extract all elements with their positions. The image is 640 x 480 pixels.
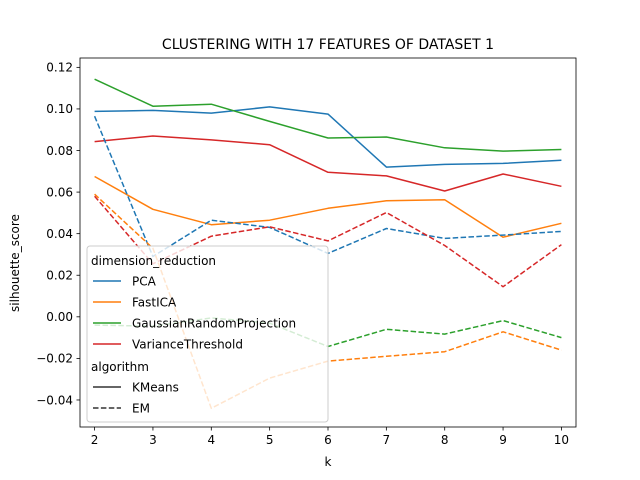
legend-box (86, 245, 329, 423)
series-line-pca-kmeans (94, 106, 562, 168)
legend-label-fastica: FastICA (132, 295, 177, 309)
x-tick-label: 3 (149, 433, 157, 447)
y-tick-label: 0.02 (46, 269, 73, 283)
x-tick-label: 5 (266, 433, 274, 447)
legend-label-em: EM (132, 401, 150, 415)
series-line-gaussianrandomprojection-kmeans (94, 78, 562, 152)
x-tick-label: 6 (324, 433, 332, 447)
legend-title-dimension-reduction: dimension_reduction (91, 254, 216, 268)
x-tick-label: 9 (499, 433, 507, 447)
legend-label-gaussianrandomprojection: GaussianRandomProjection (132, 316, 296, 330)
x-tick-label: 8 (441, 433, 449, 447)
y-tick-label: −0.04 (36, 393, 73, 407)
legend-label-kmeans: KMeans (132, 380, 179, 394)
y-tick-label: 0.06 (46, 185, 73, 199)
y-tick-label: 0.08 (46, 144, 73, 158)
x-axis-label: k (325, 455, 332, 469)
legend-label-variancethreshold: VarianceThreshold (132, 337, 243, 351)
series-line-fastica-kmeans (94, 175, 562, 238)
y-tick-label: 0.12 (46, 61, 73, 75)
y-tick-label: −0.02 (36, 352, 73, 366)
chart-title: CLUSTERING WITH 17 FEATURES OF DATASET 1 (162, 37, 494, 53)
legend: dimension_reduction PCA FastICA GaussianRan… (86, 245, 329, 423)
y-tick-label: 0.04 (46, 227, 73, 241)
y-axis-label: silhouette_score (8, 214, 22, 312)
x-tick-label: 10 (554, 433, 569, 447)
series-line-variancethreshold-kmeans (94, 135, 562, 192)
legend-title-algorithm: algorithm (91, 360, 149, 374)
y-tick-label: 0.00 (46, 310, 73, 324)
legend-label-pca: PCA (132, 274, 157, 288)
x-tick-label: 7 (383, 433, 391, 447)
x-tick-label: 2 (91, 433, 99, 447)
axes: 2 3 4 5 6 7 8 9 10 −0.04 −0.02 0.00 0.02 0.04 0.06 0.08… (36, 57, 577, 447)
y-tick-label: 0.10 (46, 102, 73, 116)
x-tick-label: 4 (207, 433, 215, 447)
